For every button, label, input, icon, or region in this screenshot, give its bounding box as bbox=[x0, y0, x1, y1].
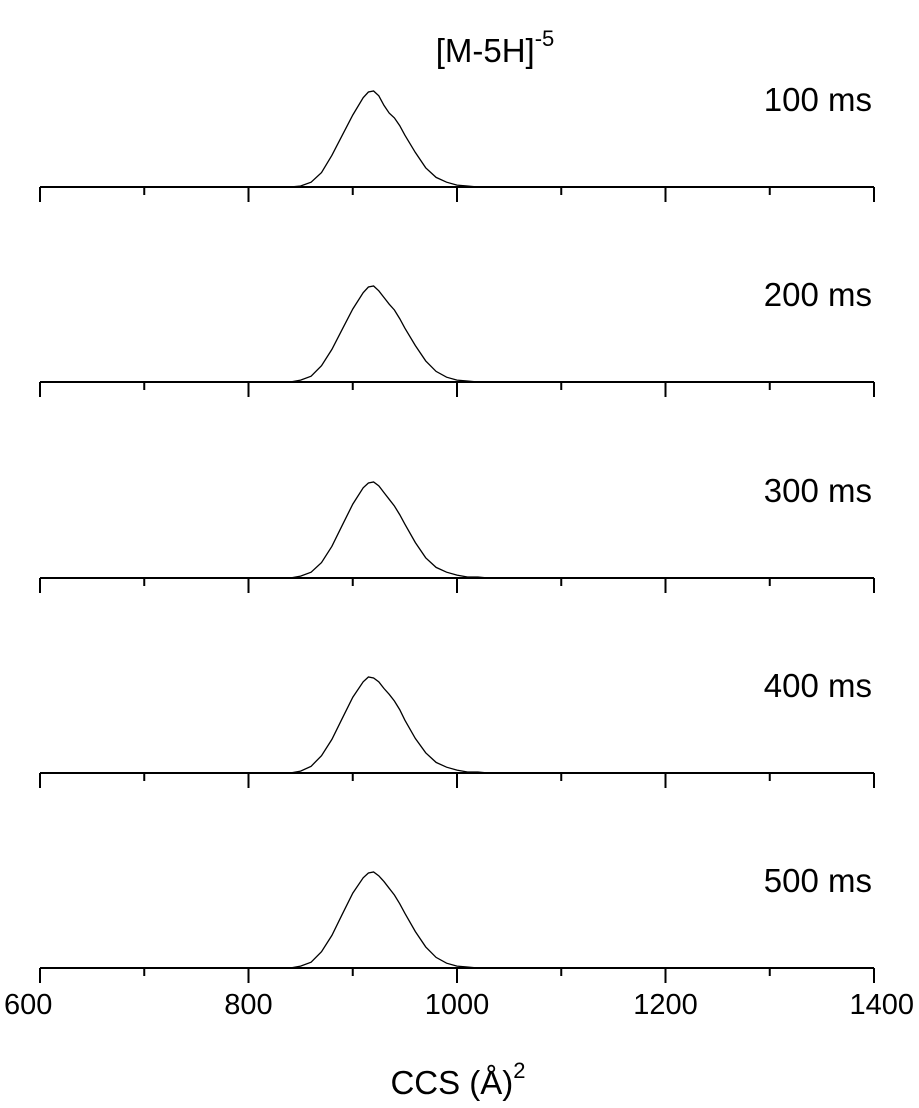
panel-1: 100 ms bbox=[39, 81, 875, 202]
series-line-4 bbox=[40, 676, 874, 774]
series-line-2 bbox=[40, 285, 874, 383]
series-label: 400 ms bbox=[764, 667, 872, 704]
panel-3: 300 ms bbox=[39, 472, 875, 593]
x-axis-label-superscript: 2 bbox=[513, 1058, 525, 1083]
panels: 100 ms 200 ms 300 ms 400 ms 500 ms bbox=[39, 81, 875, 983]
series-label: 200 ms bbox=[764, 276, 872, 313]
series-label: 300 ms bbox=[764, 472, 872, 509]
x-tick-label: 1400 bbox=[849, 989, 914, 1021]
x-tick-label: 1000 bbox=[425, 989, 490, 1021]
chart-title-superscript: -5 bbox=[535, 26, 555, 51]
panel-2: 200 ms bbox=[39, 276, 875, 397]
panel-4: 400 ms bbox=[39, 667, 875, 788]
x-axis-label-main: CCS (Å) bbox=[390, 1064, 513, 1101]
series-label: 100 ms bbox=[764, 81, 872, 118]
x-tick-label: 1200 bbox=[633, 989, 698, 1021]
panel-5: 500 ms bbox=[39, 862, 875, 983]
x-tick-labels: 600 800 1000 1200 1400 bbox=[4, 989, 914, 1021]
series-line-5 bbox=[40, 871, 874, 969]
chart-title-main: [M-5H] bbox=[436, 32, 535, 69]
chart-title: [M-5H]-5 bbox=[436, 26, 555, 69]
series-line-1 bbox=[40, 90, 874, 188]
series-line-3 bbox=[40, 481, 874, 579]
x-axis-label: CCS (Å)2 bbox=[390, 1058, 525, 1101]
x-tick-label: 600 bbox=[4, 989, 52, 1021]
x-tick-label: 800 bbox=[224, 989, 272, 1021]
series-label: 500 ms bbox=[764, 862, 872, 899]
